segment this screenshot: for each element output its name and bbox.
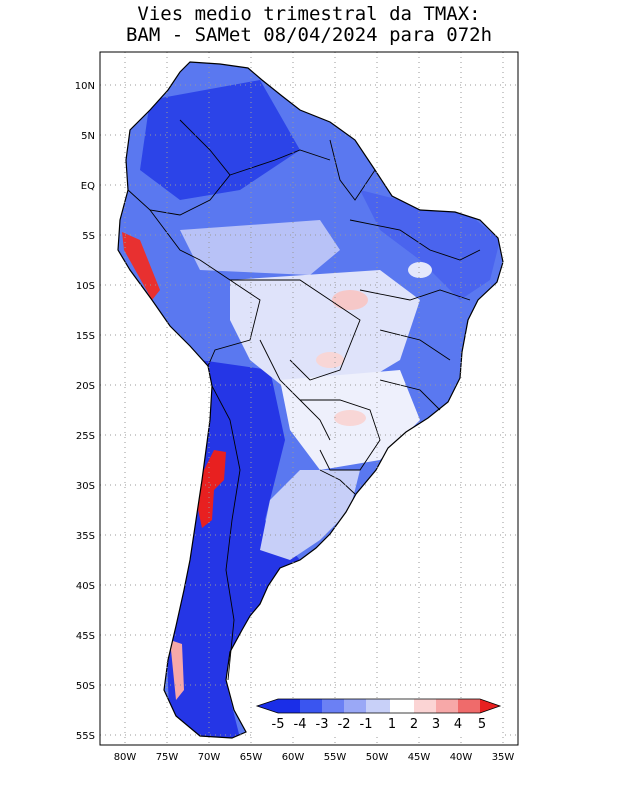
lat-label-eq: EQ — [81, 181, 95, 192]
country-borders — [127, 119, 481, 681]
lon-label-45w: 45W — [408, 752, 431, 763]
lat-label-10s: 10S — [76, 281, 95, 292]
lon-label-65w: 65W — [240, 752, 263, 763]
border-bolivia-brazil — [230, 279, 361, 381]
lon-label-70w: 70W — [198, 752, 221, 763]
lat-label-40s: 40S — [76, 581, 95, 592]
lon-label-55w: 55W — [324, 752, 347, 763]
colorbar-outline — [255, 698, 502, 714]
colorbar-label-m5: -5 — [272, 717, 285, 732]
colorbar-segment-2 — [300, 699, 322, 713]
lat-label-30s: 30S — [76, 481, 95, 492]
colorbar-label-m4: -4 — [294, 717, 307, 732]
colorbar-label-m2: -2 — [338, 717, 351, 732]
colorbar-arrow-max — [480, 699, 500, 713]
lon-label-35w: 35W — [492, 752, 515, 763]
bias-zone-amazon-light — [180, 220, 340, 275]
colorbar-segment-3 — [322, 699, 344, 713]
lat-label-15s: 15S — [76, 331, 95, 342]
colorbar-label-5: 5 — [478, 717, 486, 732]
lat-label-20s: 20S — [76, 381, 95, 392]
colorbar-segment-5 — [366, 699, 390, 713]
border-brazil-states-2 — [379, 329, 451, 361]
colorbar-label-m1: -1 — [360, 717, 373, 732]
colorbar-segment-4 — [344, 699, 366, 713]
bias-zone-northeast — [360, 190, 500, 300]
lat-label-25s: 25S — [76, 431, 95, 442]
map-frame-border — [99, 51, 519, 746]
border-paraguay-brazil — [300, 399, 381, 471]
border-chile-argentina — [211, 385, 241, 681]
border-uruguay — [319, 469, 356, 495]
graticule — [100, 52, 518, 745]
lat-label-55s: 55S — [76, 731, 95, 742]
lon-label-50w: 50W — [366, 752, 389, 763]
colorbar-segment-6 — [390, 699, 414, 713]
map-title-line2: BAM - SAMet 08/04/2024 para 072h — [125, 24, 493, 46]
lat-label-45s: 45S — [76, 631, 95, 642]
colorbar-label-4: 4 — [454, 717, 462, 732]
bias-patch-peru-coast — [122, 232, 160, 300]
bias-spot-positive-2 — [316, 352, 344, 368]
colorbar-segment-7 — [414, 699, 436, 713]
bias-spot-positive-1 — [332, 290, 368, 310]
bias-zone-northwest — [140, 80, 300, 200]
colorbar-label-3: 3 — [432, 717, 440, 732]
lon-label-80w: 80W — [114, 752, 137, 763]
lon-label-60w: 60W — [282, 752, 305, 763]
border-venezuela-brazil — [229, 149, 331, 176]
colorbar-label-m3: -3 — [316, 717, 329, 732]
colorbar-label-1: 1 — [388, 717, 396, 732]
border-brazil-north-states — [349, 219, 481, 261]
border-peru-bolivia — [149, 209, 261, 367]
coastline — [117, 61, 504, 739]
lat-label-50s: 50S — [76, 681, 95, 692]
border-brazil-states-1 — [359, 289, 471, 301]
lat-label-35s: 35S — [76, 531, 95, 542]
bias-spot-light-4 — [408, 262, 432, 278]
lon-label-40w: 40W — [450, 752, 473, 763]
colorbar-segment-1 — [278, 699, 300, 713]
lat-label-5s: 5S — [82, 231, 95, 242]
colorbar-label-2: 2 — [410, 717, 418, 732]
colorbar-segment-9 — [458, 699, 480, 713]
border-brazil-states-3 — [379, 379, 441, 411]
colorbar-arrow-min — [257, 699, 278, 713]
lat-label-10n: 10N — [75, 81, 95, 92]
colorbar-segment-8 — [436, 699, 458, 713]
map-title-line1: Vies medio trimestral da TMAX: — [137, 3, 481, 25]
lat-axis: 10N 5N EQ 5S 10S 15S 20S 25S 30S 35S 40S… — [75, 81, 95, 742]
lon-label-75w: 75W — [156, 752, 179, 763]
bias-patch-central-andes — [196, 450, 226, 528]
bias-spot-positive-3 — [334, 410, 366, 426]
lat-label-5n: 5N — [81, 131, 95, 142]
lon-axis: 80W 75W 70W 65W 60W 55W 50W 45W 40W 35W — [114, 752, 515, 763]
colorbar: -5 -4 -3 -2 -1 1 2 3 4 5 — [254, 698, 502, 736]
